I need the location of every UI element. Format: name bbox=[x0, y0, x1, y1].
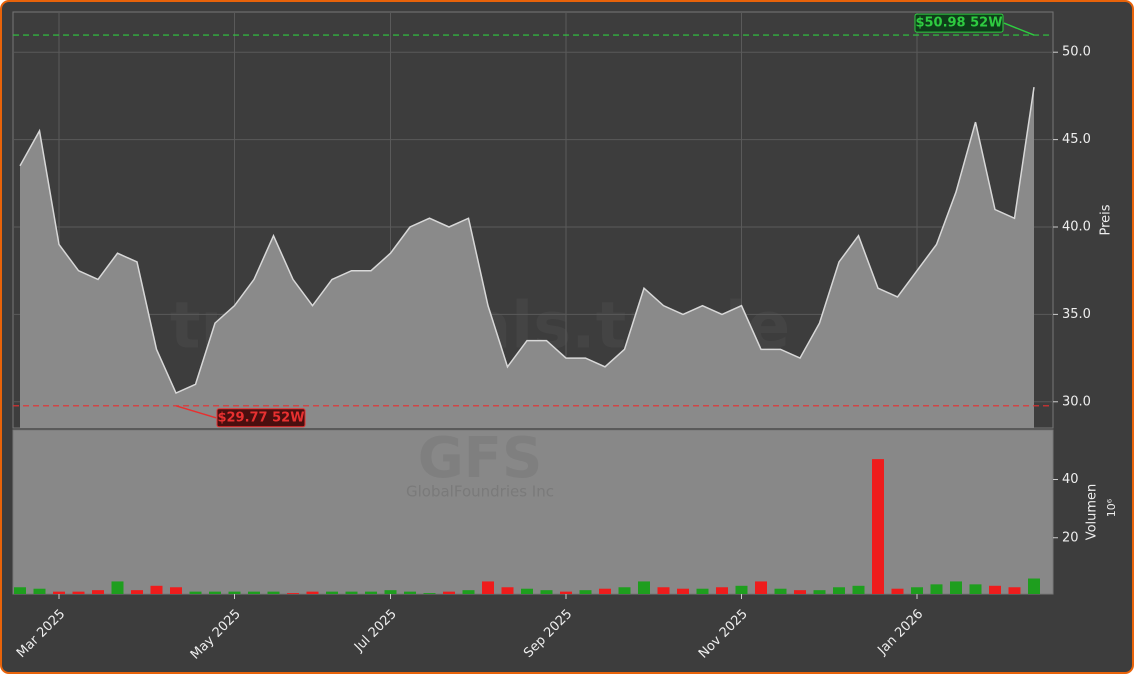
volume-bar bbox=[618, 587, 631, 594]
volume-bar bbox=[969, 584, 982, 594]
y-tick-label: 45.0 bbox=[1062, 132, 1091, 147]
volume-bar bbox=[53, 591, 65, 594]
volume-bar bbox=[150, 585, 163, 594]
volume-bar bbox=[521, 588, 533, 594]
volume-bar bbox=[989, 585, 1001, 594]
volume-bar bbox=[657, 587, 670, 594]
volume-bar bbox=[852, 585, 865, 594]
watermark-sub: GlobalFoundries Inc bbox=[406, 483, 554, 501]
volume-bar bbox=[423, 593, 436, 594]
volume-bar bbox=[482, 581, 494, 594]
volume-bar bbox=[677, 588, 689, 594]
volume-bar bbox=[189, 591, 202, 594]
volume-bar bbox=[72, 591, 85, 594]
volume-bar bbox=[638, 581, 650, 594]
volume-bar bbox=[384, 590, 397, 594]
volume-bar bbox=[833, 587, 845, 594]
y-axis-label: Volumen bbox=[1085, 484, 1100, 541]
volume-bar bbox=[1008, 587, 1021, 594]
annotation-box bbox=[216, 408, 306, 428]
volume-bar bbox=[735, 585, 748, 594]
volume-bar bbox=[950, 581, 962, 594]
volume-bar bbox=[209, 591, 221, 594]
volume-bar bbox=[404, 591, 416, 594]
volume-bar bbox=[755, 581, 767, 594]
volume-bar bbox=[540, 590, 553, 594]
volume-bar bbox=[131, 590, 143, 594]
y-tick-label: 40.0 bbox=[1062, 219, 1091, 234]
y-tick-label: 35.0 bbox=[1062, 307, 1091, 322]
volume-bar bbox=[462, 590, 475, 594]
annotation-box bbox=[914, 13, 1004, 33]
volume-bar bbox=[716, 587, 728, 594]
volume-bar bbox=[872, 459, 884, 594]
volume-bar bbox=[696, 588, 709, 594]
volume-bar bbox=[267, 591, 280, 594]
volume-bar bbox=[326, 591, 338, 594]
volume-bar bbox=[228, 591, 241, 594]
volume-bar bbox=[930, 584, 943, 594]
annotation-arrow bbox=[175, 405, 217, 419]
volume-bar bbox=[891, 588, 904, 594]
volume-bar bbox=[501, 587, 514, 594]
volume-bar bbox=[287, 593, 299, 594]
volume-bar bbox=[911, 587, 923, 594]
volume-bar bbox=[813, 590, 826, 594]
y-tick-label: 20 bbox=[1062, 530, 1079, 545]
annotation-arrow bbox=[1003, 22, 1035, 36]
volume-bar bbox=[1028, 578, 1040, 594]
volume-bar bbox=[560, 591, 572, 594]
y-tick-label: 40 bbox=[1062, 472, 1079, 487]
volume-bar bbox=[443, 591, 455, 594]
y-tick-label: 30.0 bbox=[1062, 394, 1091, 409]
y-multiplier: 10⁶ bbox=[1105, 498, 1118, 517]
volume-bar bbox=[365, 591, 377, 594]
volume-bar bbox=[794, 590, 806, 594]
volume-bar bbox=[579, 590, 592, 594]
volume-bar bbox=[599, 588, 611, 594]
volume-bar bbox=[14, 587, 26, 594]
price-line bbox=[19, 87, 1035, 395]
volume-bar bbox=[306, 591, 319, 594]
annotation-label: $50.98 52W bbox=[915, 16, 1002, 31]
volume-bar bbox=[33, 588, 46, 594]
volume-bar bbox=[111, 581, 124, 594]
watermark: GFS bbox=[418, 426, 543, 491]
y-tick-label: 50.0 bbox=[1062, 45, 1091, 60]
volume-bar bbox=[170, 587, 182, 594]
volume-bar bbox=[345, 591, 358, 594]
annotation-label: $29.77 52W bbox=[217, 410, 304, 425]
y-axis-label: Preis bbox=[1099, 204, 1114, 235]
volume-bar bbox=[248, 591, 260, 594]
price-area bbox=[20, 87, 1034, 428]
volume-bar bbox=[774, 588, 787, 594]
volume-bar bbox=[92, 590, 104, 594]
